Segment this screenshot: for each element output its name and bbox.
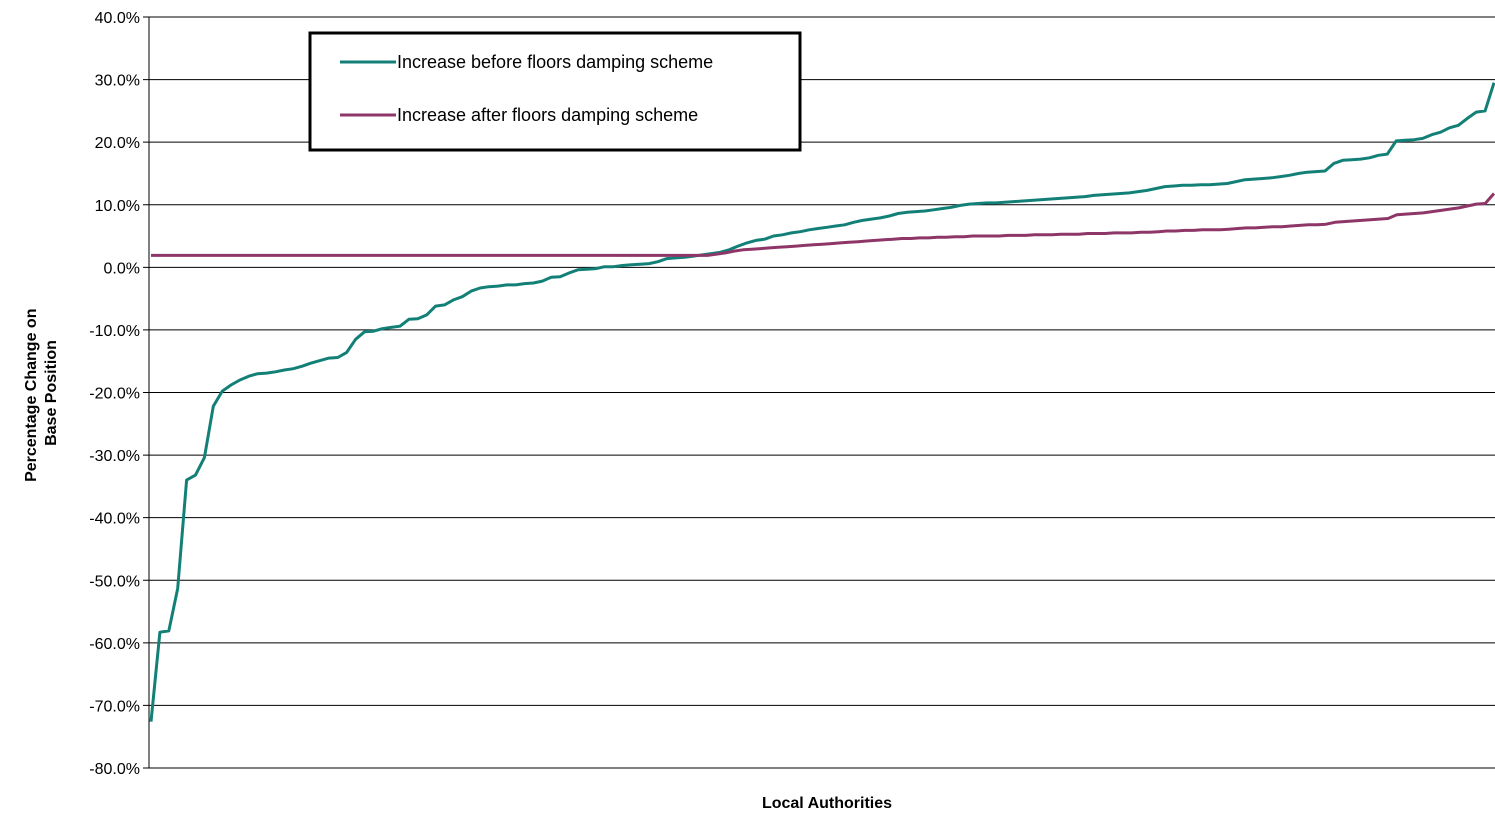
y-tick-label: 40.0%: [95, 10, 140, 27]
legend-box: [308, 31, 802, 152]
y-tick-label: -30.0%: [89, 448, 140, 465]
y-axis-title-line-2: Base Position: [43, 340, 60, 446]
y-tick-label: 0.0%: [104, 260, 140, 277]
legend: Increase before floors damping scheme In…: [308, 31, 802, 152]
legend-label-before: Increase before floors damping scheme: [397, 52, 713, 72]
x-axis-title: Local Authorities: [762, 795, 892, 812]
y-tick-label: -60.0%: [89, 636, 140, 653]
y-axis-title: Percentage Change on Base Position: [23, 304, 60, 482]
y-tick-label: 20.0%: [95, 135, 140, 152]
legend-label-after: Increase after floors damping scheme: [397, 105, 698, 125]
y-tick-label: -50.0%: [89, 573, 140, 590]
y-tick-label: 10.0%: [95, 198, 140, 215]
y-axis-title-line-1: Percentage Change on: [23, 309, 40, 482]
y-tick-label: -80.0%: [89, 761, 140, 778]
y-tick-labels: 40.0% 30.0% 20.0% 10.0% 0.0% -10.0% -20.0% -30.…: [89, 10, 140, 778]
y-tick-label: -20.0%: [89, 386, 140, 403]
y-tick-label: -10.0%: [89, 323, 140, 340]
series-line-before: [149, 82, 1495, 722]
series-layer: [149, 82, 1495, 722]
y-tick-label: 30.0%: [95, 73, 140, 90]
y-tick-label: -70.0%: [89, 698, 140, 715]
y-tick-label: -40.0%: [89, 511, 140, 528]
series-line-after: [151, 192, 1495, 257]
